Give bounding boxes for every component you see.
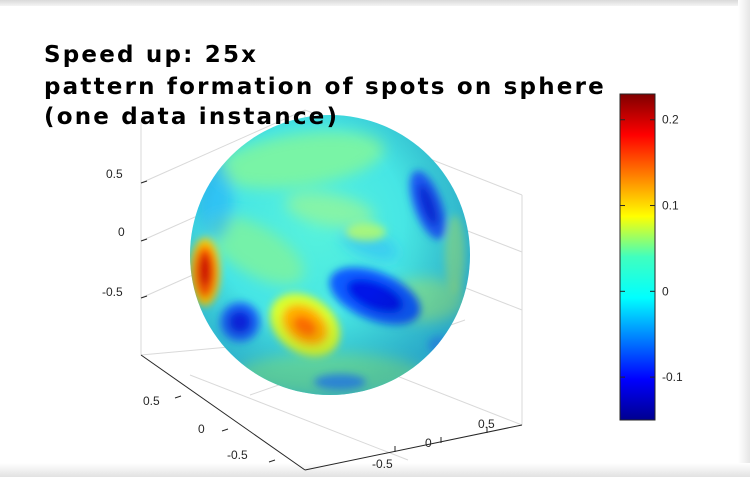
colorbar: 0.2 0.1 0 -0.1	[619, 93, 683, 421]
axis-ticks	[140, 180, 488, 463]
y-tick: 0	[198, 422, 205, 436]
x-tick: -0.5	[372, 457, 393, 471]
colorbar-tick-label: -0.1	[662, 370, 683, 384]
z-axis-ticks: 0.5 0 -0.5	[102, 167, 125, 299]
z-tick: 0.5	[106, 167, 123, 181]
z-tick: 0	[118, 225, 125, 239]
bottom-border	[0, 463, 750, 477]
x-axis-ticks: 0.5 0 -0.5	[372, 417, 495, 471]
colorbar-tick-label: 0.1	[662, 199, 679, 213]
caption-line-2: pattern formation of spots on sphere	[44, 74, 606, 100]
colorbar-gradient	[619, 93, 656, 421]
z-tick: -0.5	[102, 285, 123, 299]
sphere-shading	[190, 115, 470, 395]
caption-line-3: (one data instance)	[44, 104, 340, 130]
axes-lines	[140, 354, 523, 471]
x-tick: 0.5	[478, 417, 495, 431]
y-axis-ticks: 0.5 0 -0.5	[143, 394, 248, 462]
x-tick: 0	[425, 436, 432, 450]
y-tick: 0.5	[143, 394, 160, 408]
sphere-surface	[190, 115, 470, 395]
y-tick: -0.5	[227, 448, 248, 462]
caption-line-1: Speed up: 25x	[44, 42, 259, 68]
right-border	[738, 0, 750, 477]
top-border	[0, 0, 750, 6]
colorbar-tick-marks	[620, 119, 655, 378]
colorbar-tick-label: 0.2	[662, 113, 679, 127]
colorbar-tick-label: 0	[662, 284, 669, 298]
colorbar-tick-labels: 0.2 0.1 0 -0.1	[662, 113, 683, 384]
